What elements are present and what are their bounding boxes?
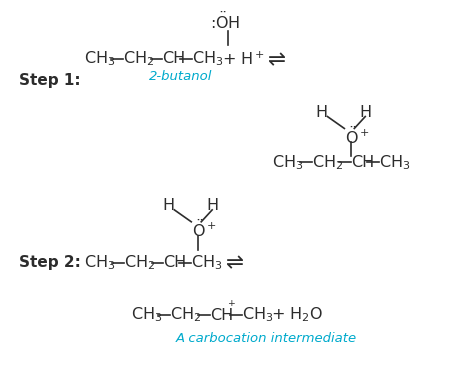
- Text: CH$_2$: CH$_2$: [170, 306, 202, 324]
- Text: $\ddot{\mathrm{O}}^+$: $\ddot{\mathrm{O}}^+$: [346, 126, 370, 147]
- Text: CH$_3$: CH$_3$: [242, 306, 274, 324]
- Text: $^+$: $^+$: [226, 300, 237, 313]
- Text: + H$^+$: + H$^+$: [222, 50, 265, 68]
- Text: + H$_2$O: + H$_2$O: [271, 306, 323, 324]
- Text: CH$_2$: CH$_2$: [124, 253, 155, 272]
- Text: H: H: [359, 105, 371, 120]
- Text: CH$_3$: CH$_3$: [84, 50, 115, 68]
- Text: H: H: [162, 198, 175, 213]
- Text: Step 2:: Step 2:: [20, 255, 81, 270]
- Text: Step 1:: Step 1:: [20, 73, 81, 88]
- Text: $\rightleftharpoons$: $\rightleftharpoons$: [221, 253, 244, 274]
- Text: $\ddot{\mathrm{O}}^+$: $\ddot{\mathrm{O}}^+$: [192, 219, 218, 240]
- Text: H: H: [316, 105, 327, 120]
- Text: CH$_3$: CH$_3$: [130, 306, 162, 324]
- Text: CH$_3$: CH$_3$: [192, 50, 224, 68]
- Text: CH$_3$: CH$_3$: [379, 153, 411, 171]
- Text: CH$_2$: CH$_2$: [123, 50, 154, 68]
- Text: CH: CH: [210, 308, 233, 323]
- Text: $\rightleftharpoons$: $\rightleftharpoons$: [263, 50, 286, 70]
- Text: 2-butanol: 2-butanol: [149, 70, 212, 83]
- Text: CH: CH: [163, 255, 187, 270]
- Text: H: H: [206, 198, 218, 213]
- Text: CH$_3$: CH$_3$: [84, 253, 115, 272]
- Text: CH$_3$: CH$_3$: [272, 153, 303, 171]
- Text: CH: CH: [351, 155, 375, 170]
- Text: CH$_3$: CH$_3$: [191, 253, 223, 272]
- Text: CH: CH: [162, 52, 186, 66]
- Text: CH$_2$: CH$_2$: [312, 153, 343, 171]
- Text: :$\ddot{\mathrm{O}}$H: :$\ddot{\mathrm{O}}$H: [210, 11, 241, 32]
- Text: A carbocation intermediate: A carbocation intermediate: [175, 333, 357, 345]
